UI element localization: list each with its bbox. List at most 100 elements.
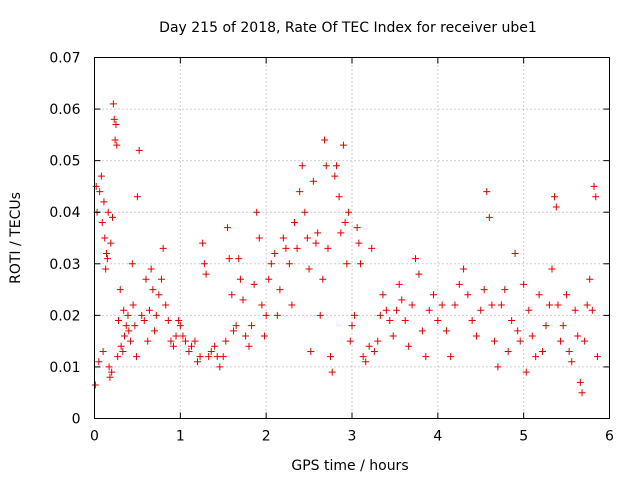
- data-point: [442, 327, 450, 335]
- data-point: [250, 280, 258, 288]
- data-point: [282, 244, 290, 252]
- data-point: [207, 347, 215, 355]
- data-point: [494, 363, 502, 371]
- data-point: [327, 353, 335, 361]
- data-point: [593, 353, 601, 361]
- data-point: [379, 291, 387, 299]
- x-tick-label: 0: [90, 429, 99, 445]
- data-point: [539, 347, 547, 355]
- data-point: [133, 353, 141, 361]
- y-tick-label: 0.07: [49, 51, 80, 67]
- data-point: [202, 270, 210, 278]
- data-point: [514, 327, 522, 335]
- data-point: [128, 260, 136, 268]
- data-point: [362, 358, 370, 366]
- data-point: [319, 275, 327, 283]
- data-point: [211, 342, 219, 350]
- data-point: [117, 342, 125, 350]
- data-point: [262, 311, 270, 319]
- data-point: [520, 280, 528, 288]
- data-point: [122, 322, 130, 330]
- data-point: [159, 244, 167, 252]
- data-point: [485, 213, 493, 221]
- data-point: [535, 291, 543, 299]
- data-point: [516, 337, 524, 345]
- data-point: [368, 244, 376, 252]
- data-point: [365, 342, 373, 350]
- y-tick-labels: 0 0.01 0.02 0.03 0.04 0.05 0.06 0.07: [49, 51, 80, 428]
- data-point: [335, 193, 343, 201]
- data-point: [586, 275, 594, 283]
- data-point: [314, 229, 322, 237]
- data-point: [548, 265, 556, 273]
- data-point: [511, 249, 519, 257]
- data-point: [590, 182, 598, 190]
- y-tick-label: 0.02: [49, 308, 80, 324]
- data-point: [557, 337, 565, 345]
- data-point: [343, 260, 351, 268]
- y-tick-label: 0.04: [49, 205, 80, 221]
- data-point: [97, 172, 105, 180]
- x-tick-label: 3: [348, 429, 357, 445]
- data-point: [321, 136, 329, 144]
- data-point: [497, 301, 505, 309]
- data-point: [175, 317, 183, 325]
- data-point: [434, 317, 442, 325]
- data-point: [92, 182, 100, 190]
- data-point: [225, 255, 233, 263]
- data-point: [583, 301, 591, 309]
- data-point: [357, 260, 365, 268]
- data-point: [393, 306, 401, 314]
- data-point: [451, 301, 459, 309]
- data-point: [196, 353, 204, 361]
- data-point: [455, 280, 463, 288]
- data-point: [581, 337, 589, 345]
- data-point: [107, 239, 115, 247]
- data-point: [460, 265, 468, 273]
- data-point: [222, 337, 230, 345]
- y-tick-label: 0.01: [49, 360, 80, 376]
- data-point: [554, 301, 562, 309]
- data-point: [418, 327, 426, 335]
- data-point: [559, 322, 567, 330]
- data-point: [273, 311, 281, 319]
- data-point: [382, 306, 390, 314]
- data-point: [483, 188, 491, 196]
- data-points: [91, 100, 601, 397]
- data-point: [309, 177, 317, 185]
- data-point: [271, 249, 279, 257]
- data-point: [501, 286, 509, 294]
- data-point: [331, 172, 339, 180]
- data-point: [298, 162, 306, 170]
- data-point: [316, 311, 324, 319]
- data-point: [408, 301, 416, 309]
- data-point: [103, 255, 111, 263]
- data-point: [568, 358, 576, 366]
- data-point: [172, 332, 180, 340]
- x-tick-labels: 0 1 2 3 4 5 6: [90, 429, 614, 445]
- data-point: [129, 301, 137, 309]
- data-point: [464, 291, 472, 299]
- data-point: [341, 219, 349, 227]
- data-point: [345, 208, 353, 216]
- data-point: [333, 162, 341, 170]
- data-point: [91, 381, 99, 389]
- data-point: [425, 306, 433, 314]
- data-point: [288, 301, 296, 309]
- data-point: [276, 286, 284, 294]
- data-point: [563, 291, 571, 299]
- data-point: [542, 322, 550, 330]
- x-tick-label: 1: [176, 429, 185, 445]
- data-point: [242, 332, 250, 340]
- data-point: [147, 265, 155, 273]
- data-point: [528, 332, 536, 340]
- data-point: [376, 311, 384, 319]
- data-point: [415, 270, 423, 278]
- data-point: [155, 291, 163, 299]
- data-point: [355, 239, 363, 247]
- data-point: [116, 286, 124, 294]
- x-tick-label: 4: [433, 429, 442, 445]
- data-point: [395, 280, 403, 288]
- data-point: [133, 193, 141, 201]
